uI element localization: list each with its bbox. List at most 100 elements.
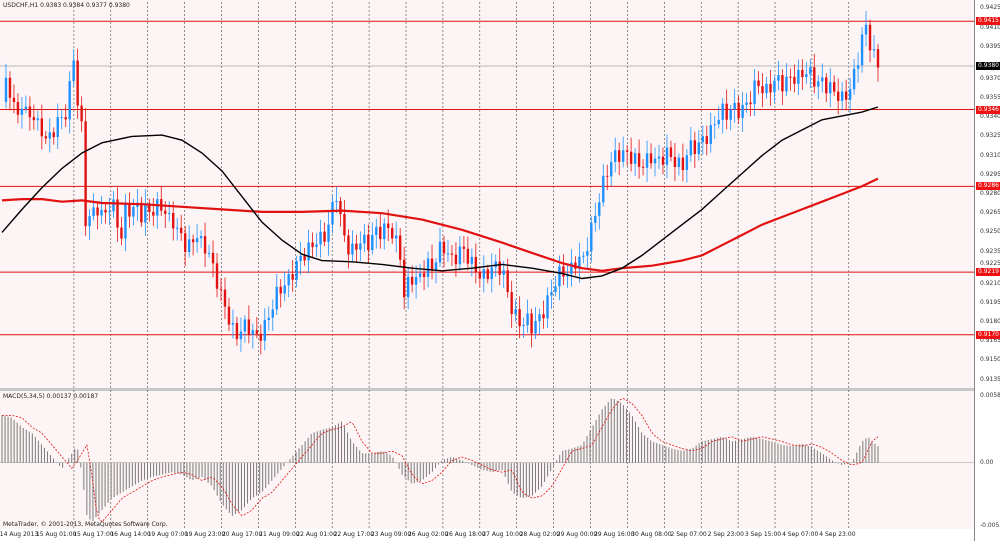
macd-tick-label: 0.00 [980, 458, 994, 466]
candle-body [602, 175, 605, 203]
candle-body [745, 102, 748, 105]
candle-body [16, 102, 20, 115]
price-tick-label: 0.9425 [980, 4, 1000, 12]
candle-body [446, 253, 450, 255]
candle-body [633, 153, 637, 164]
price-tick-label: 0.9355 [980, 94, 1000, 101]
candle-body [406, 276, 410, 298]
candle-body [92, 207, 95, 217]
candle-body [40, 118, 44, 137]
candle-body [100, 209, 103, 216]
candle-body [709, 125, 712, 144]
candle-body [490, 267, 493, 280]
candle-body [868, 24, 872, 51]
candle-body [363, 234, 366, 244]
candle-body [860, 34, 864, 66]
candle-body [335, 201, 338, 203]
candle-body [550, 292, 553, 296]
candle-body [379, 226, 382, 240]
copyright-label: MetaTrader, © 2001-2013, MetaQuotes Soft… [3, 521, 168, 528]
candle-body [68, 81, 71, 120]
price-tick-label: 0.9280 [980, 190, 1000, 197]
candle-body [717, 119, 720, 125]
candle-body [331, 201, 334, 225]
candle-body [610, 162, 613, 177]
time-axis-label: 23 Aug 09:00 [370, 531, 412, 538]
candle-body [223, 289, 227, 307]
candle-body [271, 309, 274, 318]
candle-body [797, 69, 800, 84]
price-level-tag: 0.9170 [976, 330, 1000, 339]
candle-body [402, 259, 406, 298]
candle-body [347, 235, 350, 255]
chart-canvas[interactable] [0, 0, 974, 541]
candle-body [398, 235, 402, 260]
candle-body [872, 49, 876, 51]
candle-body [263, 320, 266, 341]
candle-body [713, 124, 716, 126]
candle-body [52, 132, 55, 138]
candle-body [645, 153, 649, 168]
candle-body [478, 272, 482, 279]
candle-body [856, 65, 860, 69]
candle-body [498, 261, 501, 275]
time-axis-label: 22 Aug 01:00 [296, 531, 337, 538]
time-axis-label: 14 Aug 2013 [0, 531, 39, 538]
candle-body [562, 266, 565, 277]
candle-body [614, 150, 617, 163]
candle-body [80, 105, 83, 122]
candle-body [168, 213, 171, 215]
time-axis-label: 4 Sep 07:00 [782, 531, 819, 538]
candle-body [183, 233, 187, 253]
candle-body [681, 157, 685, 171]
price-tick-label: 0.9410 [980, 23, 1000, 31]
candle-body [629, 151, 633, 164]
candle-body [590, 222, 593, 252]
candle-body [36, 118, 40, 121]
candle-body [641, 166, 645, 168]
candle-body [187, 239, 191, 253]
macd-signal-line [2, 397, 879, 523]
panel-separator[interactable] [0, 388, 1000, 391]
candle-body [737, 102, 740, 118]
candle-body [514, 309, 517, 315]
price-tick-label: 0.9310 [980, 151, 1000, 159]
time-axis-label: 15 Aug 01:00 [35, 531, 77, 538]
candle-body [191, 239, 195, 243]
candle-body [876, 49, 880, 68]
candle-body [486, 269, 489, 280]
candle-body [179, 227, 183, 234]
time-axis-label: 29 Aug 00:00 [556, 531, 598, 538]
price-tick-label: 0.9135 [980, 375, 1000, 383]
current-price-tag: 0.9380 [976, 62, 1000, 70]
candle-body [227, 306, 231, 325]
candle-body [199, 236, 203, 239]
candle-body [454, 254, 458, 265]
candle-body [462, 246, 466, 249]
candle-body [649, 153, 653, 164]
candle-body [283, 285, 286, 294]
chart-title: USDCHF,H1 0.9383 0.9384 0.9377 0.9380 [3, 2, 130, 9]
candle-body [299, 255, 302, 261]
candle-body [721, 103, 724, 120]
candle-body [554, 286, 557, 293]
price-level-tag: 0.9219 [976, 268, 1000, 277]
candle-body [829, 82, 832, 94]
candle-body [689, 140, 693, 156]
candle-body [315, 244, 318, 248]
candle-body [518, 309, 521, 327]
candle-body [132, 206, 135, 217]
candle-body [864, 24, 868, 35]
macd-tick-label: -0.00551 [980, 522, 1000, 529]
candle-body [339, 201, 342, 215]
candle-body [207, 252, 211, 254]
candle-body [359, 243, 362, 250]
time-axis-label: 20 Aug 17:00 [221, 531, 263, 538]
candle-body [108, 211, 111, 213]
candle-body [621, 150, 625, 162]
candle-body [430, 258, 434, 270]
candle-body [418, 273, 422, 278]
candle-body [813, 67, 816, 87]
candle-body [594, 215, 597, 223]
candle-body [387, 223, 390, 228]
